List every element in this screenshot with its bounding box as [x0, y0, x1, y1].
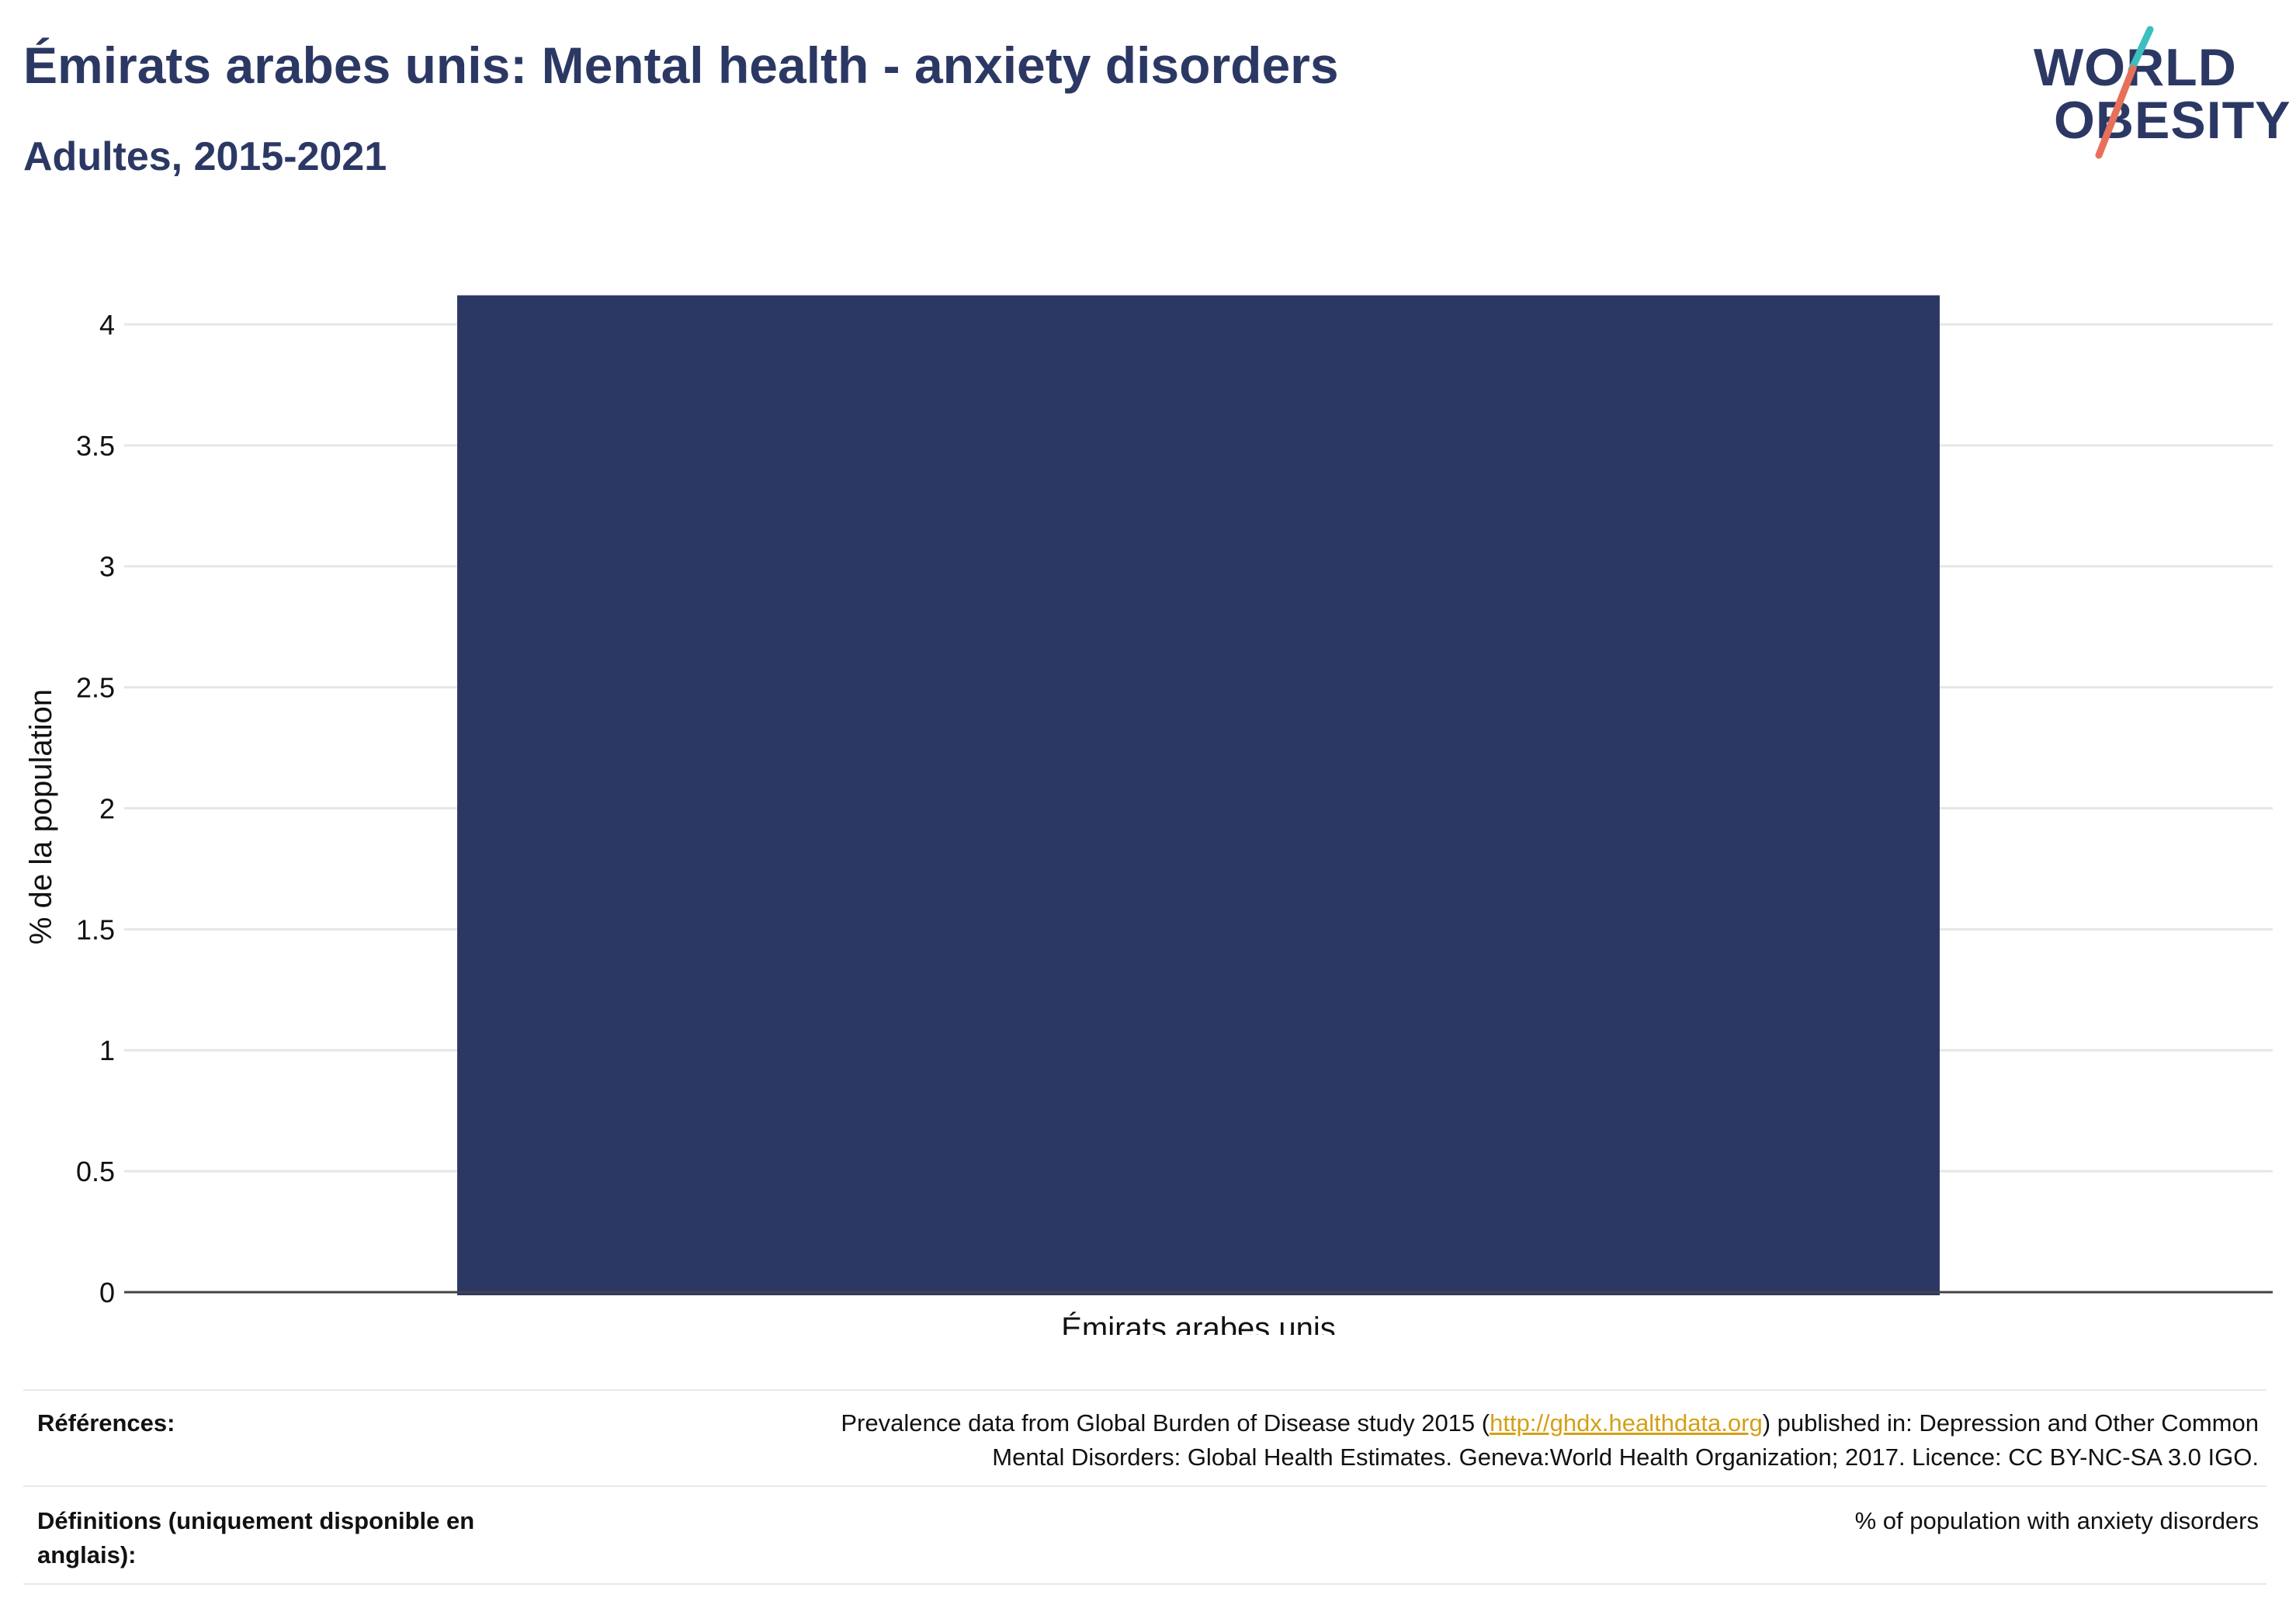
- references-section: Références: Prevalence data from Global …: [23, 1406, 2267, 1492]
- logo-line-2: OBESITY: [2054, 91, 2291, 150]
- definitions-label: Définitions (uniquement disponible en an…: [37, 1507, 475, 1568]
- bars: [457, 295, 1940, 1295]
- definitions-text: % of population with anxiety disorders: [1854, 1507, 2259, 1534]
- x-category-label: Émirats arabes unis: [1061, 1311, 1335, 1335]
- y-tick-label: 0: [99, 1277, 115, 1308]
- y-axis-ticks: 0 0.5 1 1.5 2 2.5 3 3.5 4: [76, 309, 115, 1308]
- y-tick-label: 2.5: [76, 672, 115, 704]
- bar: [457, 295, 1940, 1295]
- y-tick-label: 1: [99, 1035, 115, 1066]
- definitions-section: Définitions (uniquement disponible en an…: [23, 1504, 2267, 1582]
- chart-subtitle: Adultes, 2015-2021: [23, 134, 387, 179]
- y-axis-label: % de la population: [24, 689, 58, 944]
- footer-divider-bottom: [23, 1583, 2267, 1585]
- bar-chart: 0 0.5 1 1.5 2 2.5 3 3.5 4 Émirats arabes unis % …: [24, 295, 2273, 1335]
- y-tick-label: 4: [99, 309, 115, 341]
- y-tick-label: 3: [99, 551, 115, 583]
- y-tick-label: 2: [99, 792, 115, 824]
- references-link[interactable]: http://ghdx.healthdata.org: [1490, 1409, 1763, 1437]
- references-text: Prevalence data from Global Burden of Di…: [841, 1409, 2259, 1471]
- x-axis-categories: Émirats arabes unis: [1061, 1311, 1335, 1335]
- chart-title: Émirats arabes unis: Mental health - anx…: [23, 36, 1339, 94]
- footer-divider-top: [23, 1389, 2267, 1391]
- logo-slash-icon: [2095, 26, 2154, 159]
- y-tick-label: 3.5: [76, 430, 115, 462]
- references-label: Références:: [37, 1409, 175, 1437]
- y-tick-label: 1.5: [76, 913, 115, 945]
- world-obesity-logo: WORLD OBESITY: [2024, 23, 2291, 163]
- footer-divider-middle: [23, 1485, 2267, 1487]
- y-tick-label: 0.5: [76, 1156, 115, 1187]
